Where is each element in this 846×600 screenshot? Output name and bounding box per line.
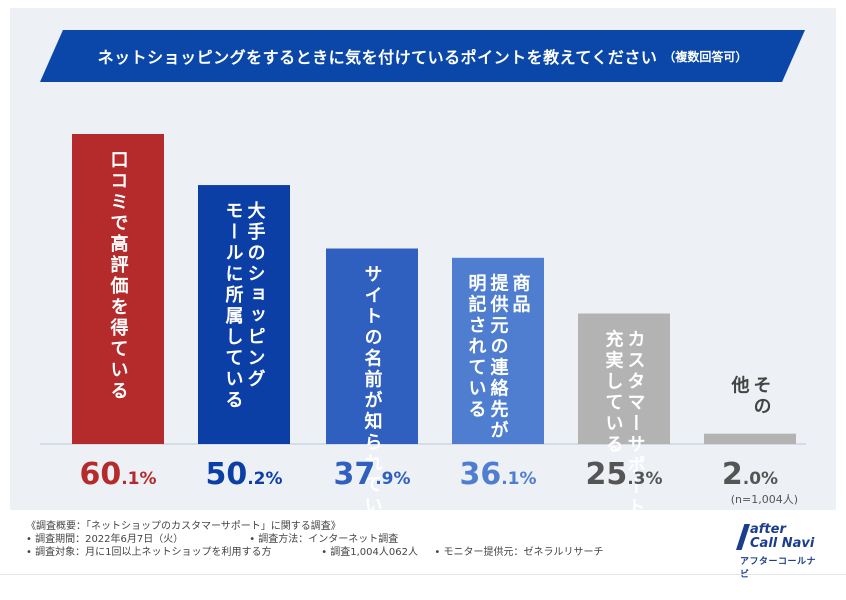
category-label: 他	[729, 375, 751, 397]
title-banner: ネットショッピングをするときに気を付けているポイントを教えてください （複数回答…	[40, 30, 805, 82]
chart-subtitle: （複数回答可）	[663, 49, 748, 64]
logo-text-call-navi: Call Navi	[750, 536, 815, 551]
sample-size-note: (n=1,004人)	[731, 493, 798, 506]
survey-footer: 《調査概要：「ネットショップのカスタマーサポート」に関する調査》 • 調査期間：…	[26, 520, 706, 559]
footer-title: 《調査概要：「ネットショップのカスタマーサポート」に関する調査》	[26, 521, 341, 532]
value-label: 60.1%	[79, 457, 156, 492]
category-label: 提供元の連絡先が	[488, 273, 510, 442]
value-label: 36.1%	[459, 457, 536, 492]
logo-text-katakana: アフターコールナビ	[740, 557, 817, 580]
chart-title: ネットショッピングをするときに気を付けているポイントを教えてください	[97, 48, 658, 67]
bar-1	[72, 134, 164, 444]
footer-count: • 調査1,004人062人	[321, 547, 418, 558]
category-label: 商品	[510, 273, 531, 316]
value-label: 2.0%	[722, 457, 778, 492]
value-label: 25.3%	[585, 457, 662, 492]
category-label: サイトの名前が知られている	[362, 265, 383, 510]
logo-text-after: after	[750, 522, 786, 537]
category-label: 充実している	[603, 328, 624, 455]
bottom-divider	[0, 574, 846, 575]
bar-4	[452, 257, 544, 444]
category-label: モールに所属している	[223, 201, 244, 411]
bar-3	[326, 248, 418, 444]
category-label: 明記されている	[466, 274, 487, 421]
category-label: 口コミで高評価を得ている	[108, 150, 130, 402]
value-label: 50.2%	[205, 457, 282, 492]
bar-5	[578, 313, 670, 444]
category-label: カスタマーサポートが	[625, 330, 646, 510]
bar-2	[198, 185, 290, 445]
value-label: 37.9%	[333, 457, 410, 492]
bar-6	[704, 433, 796, 444]
category-label: その	[751, 376, 772, 418]
category-label: 大手のショッピング	[245, 200, 266, 390]
logo-mark	[736, 524, 750, 550]
after-call-navi-logo: after Call Navi アフターコールナビ	[724, 518, 824, 580]
footer-provider: • モニター提供元：ゼネラルリサーチ	[434, 547, 604, 558]
footer-method: • 調査方法：インターネット調査	[249, 534, 399, 545]
footer-target: • 調査対象：月に1回以上ネットショップを利用する方	[26, 547, 272, 558]
footer-period: • 調査期間：2022年6月7日（火）	[26, 534, 184, 545]
